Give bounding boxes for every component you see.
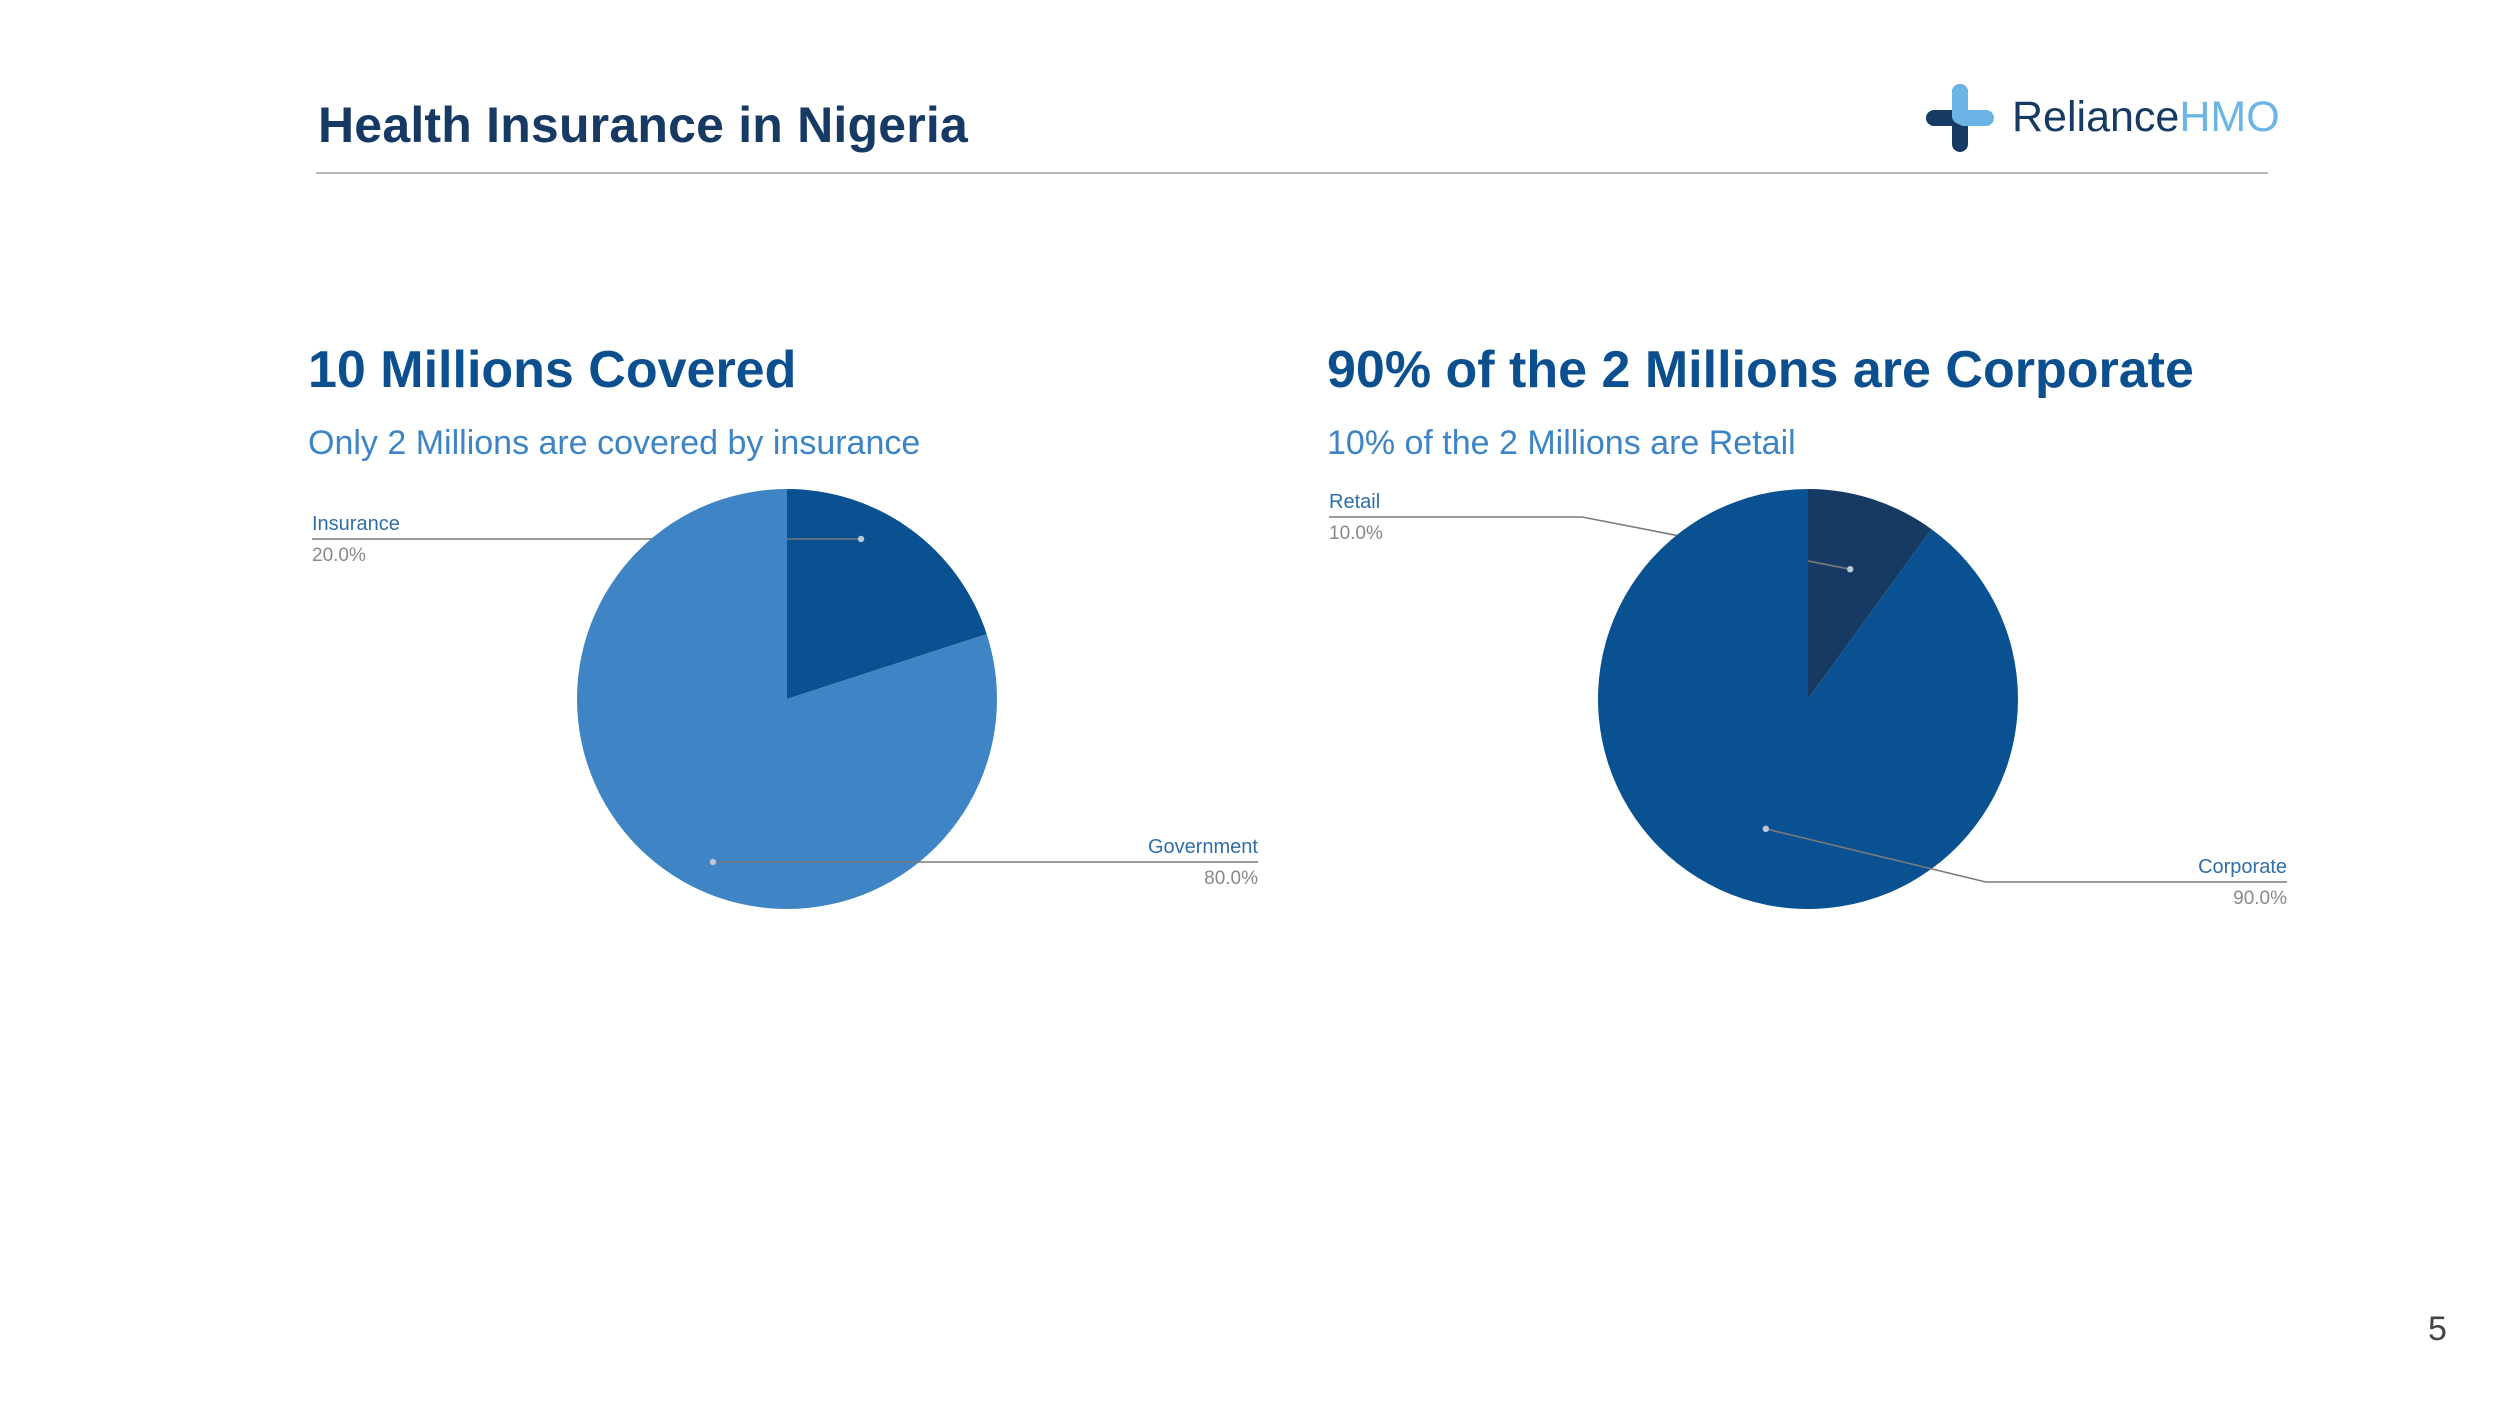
slice-percent-government: 80.0% bbox=[1204, 868, 1258, 889]
chart-title: 10 Millions Covered bbox=[308, 341, 797, 399]
slice-label-government: Government bbox=[1148, 836, 1258, 858]
slice-label-insurance: Insurance bbox=[312, 513, 400, 535]
medical-cross-icon bbox=[1926, 84, 1994, 152]
pie-slice-insurance bbox=[787, 489, 987, 699]
page-title: Health Insurance in Nigeria bbox=[318, 97, 969, 153]
callout-dot-corporate bbox=[1762, 825, 1770, 833]
logo-text-hmo: HMO bbox=[2179, 93, 2280, 141]
callout-dot-insurance bbox=[857, 535, 865, 543]
logo-text-reliance: Reliance bbox=[2012, 93, 2180, 141]
logo-wordmark: RelianceHMO bbox=[2012, 92, 2280, 142]
slice-percent-corporate: 90.0% bbox=[2233, 888, 2287, 909]
chart-subtitle: 10% of the 2 Millions are Retail bbox=[1327, 424, 1796, 462]
slice-label-corporate: Corporate bbox=[2198, 856, 2287, 878]
page-number: 5 bbox=[2428, 1310, 2447, 1348]
callout-dot-government bbox=[709, 858, 717, 866]
reliance-hmo-logo: RelianceHMO bbox=[1924, 82, 2280, 154]
pie-slice-retail bbox=[1808, 489, 1932, 699]
pie-slice-corporate bbox=[1597, 489, 2018, 909]
pie-slice-government bbox=[577, 489, 997, 909]
chart-subtitle: Only 2 Millions are covered by insurance bbox=[308, 424, 921, 462]
header-divider bbox=[316, 172, 2268, 174]
segment-chart-panel: 90% of the 2 Millions are Corporate 10% … bbox=[1327, 340, 2287, 940]
slice-percent-insurance: 20.0% bbox=[312, 545, 366, 566]
callout-line-corporate bbox=[1765, 828, 2287, 883]
coverage-chart-panel: 10 Millions Covered Only 2 Millions are … bbox=[308, 340, 1268, 940]
slice-label-retail: Retail bbox=[1329, 491, 1380, 513]
coverage-pie-chart: Insurance 20.0% Government 80.0% bbox=[312, 489, 1258, 909]
segment-pie-chart: Retail 10.0% Corporate 90.0% bbox=[1329, 489, 2287, 909]
callout-dot-retail bbox=[1846, 565, 1854, 573]
slice-percent-retail: 10.0% bbox=[1329, 523, 1383, 544]
chart-title: 90% of the 2 Millions are Corporate bbox=[1327, 341, 2194, 399]
